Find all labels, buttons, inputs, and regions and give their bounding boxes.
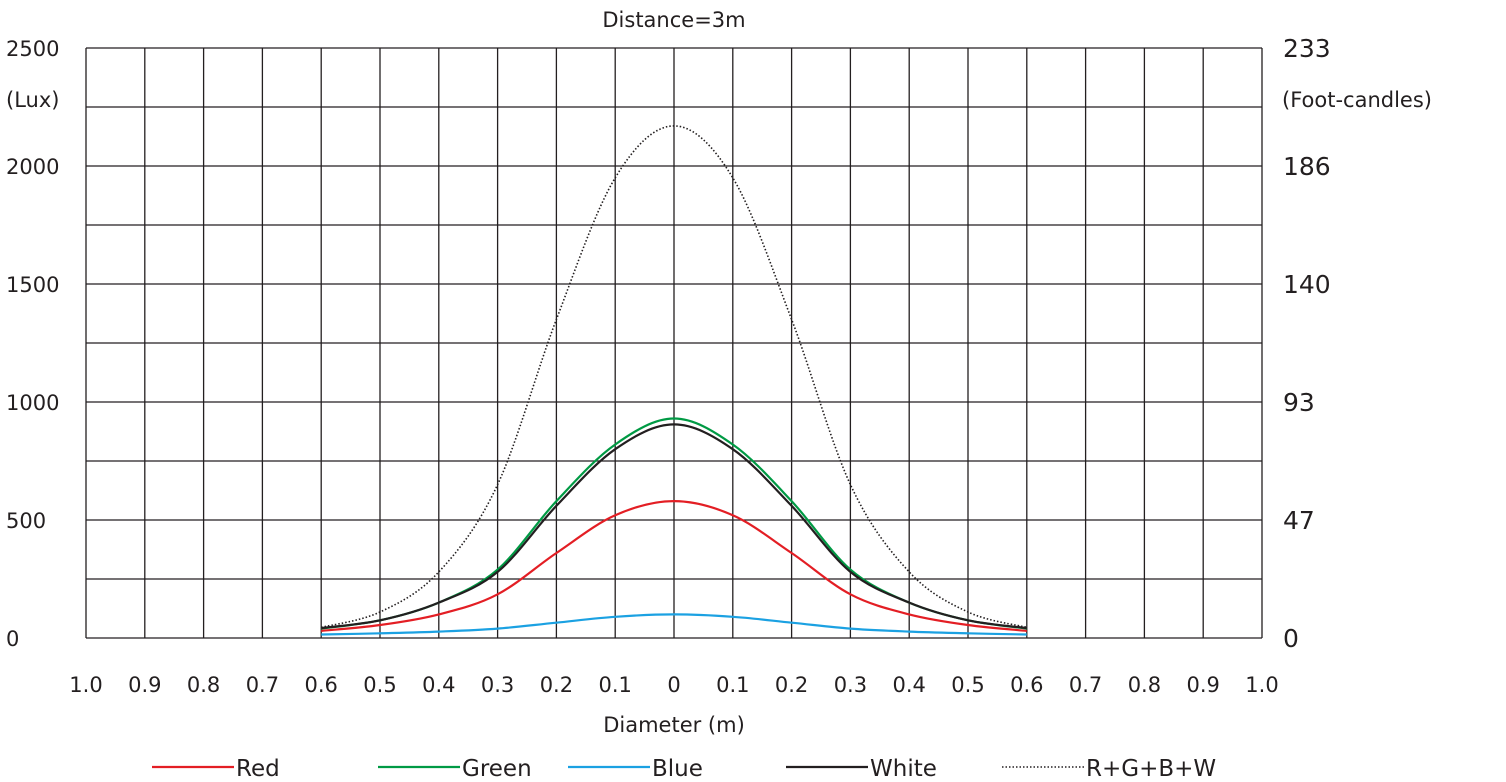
legend-label: Green [462,756,532,782]
x-tick-label: 0.4 [892,673,925,697]
series-line-r-g-b-w [320,125,1028,629]
series-line-blue [321,613,1027,636]
x-tick-label: 0.6 [304,673,337,697]
legend-label: Red [236,756,280,782]
legend-label: White [870,756,937,782]
y-right-tick-label: 47 [1283,506,1315,535]
x-tick-label: 0.2 [775,673,808,697]
x-tick-label: 0 [667,673,680,697]
legend: Red Green Blue White R+G+B+W [152,756,1216,782]
y-tick-label: 500 [6,509,46,533]
series-line-red [321,499,1027,632]
x-tick-label: 0.8 [187,673,220,697]
x-tick-label: 1.0 [1245,673,1278,697]
y-right-tick-label: 186 [1283,152,1331,181]
x-axis-label: Diameter (m) [603,713,745,737]
y-tick-label: 2000 [6,155,59,179]
curves [320,125,1028,636]
x-tick-label: 0.8 [1128,673,1161,697]
x-tick-label: 0.3 [834,673,867,697]
y-tick-label: 2500 [6,37,59,61]
x-tick-label: 0.1 [716,673,749,697]
y-right-tick-label: 233 [1283,34,1331,63]
y-axis-right-label: (Foot-candles) [1282,88,1432,112]
chart-title: Distance=3m [602,8,745,32]
x-tick-label: 0.2 [540,673,573,697]
x-tick-label: 1.0 [69,673,102,697]
y-axis-right: 0 47 93 140 186 233 [1283,34,1331,653]
y-axis-label: (Lux) [6,88,59,112]
legend-label: Blue [652,756,703,782]
y-tick-label: 1000 [6,391,59,415]
y-right-tick-label: 93 [1283,388,1315,417]
y-right-tick-label: 140 [1283,270,1331,299]
x-tick-label: 0.7 [246,673,279,697]
x-tick-label: 0.7 [1069,673,1102,697]
x-tick-label: 0.6 [1010,673,1043,697]
x-axis: 1.0 0.9 0.8 0.7 0.6 0.5 0.4 0.3 0.2 0.1 0 0.1 0.2 0.3… [69,673,1278,697]
x-tick-label: 0.5 [363,673,396,697]
x-tick-label: 0.4 [422,673,455,697]
grid [85,47,1263,639]
x-tick-label: 0.9 [1186,673,1219,697]
x-tick-label: 0.5 [951,673,984,697]
legend-label: R+G+B+W [1086,756,1216,782]
x-tick-label: 0.3 [481,673,514,697]
x-tick-label: 0.1 [598,673,631,697]
series-line-white [321,423,1027,630]
y-axis-left: 0 500 1000 1500 2000 2500 [6,37,59,651]
y-tick-label: 0 [6,627,19,651]
x-tick-label: 0.9 [128,673,161,697]
y-right-tick-label: 0 [1283,624,1299,653]
y-tick-label: 1500 [6,273,59,297]
